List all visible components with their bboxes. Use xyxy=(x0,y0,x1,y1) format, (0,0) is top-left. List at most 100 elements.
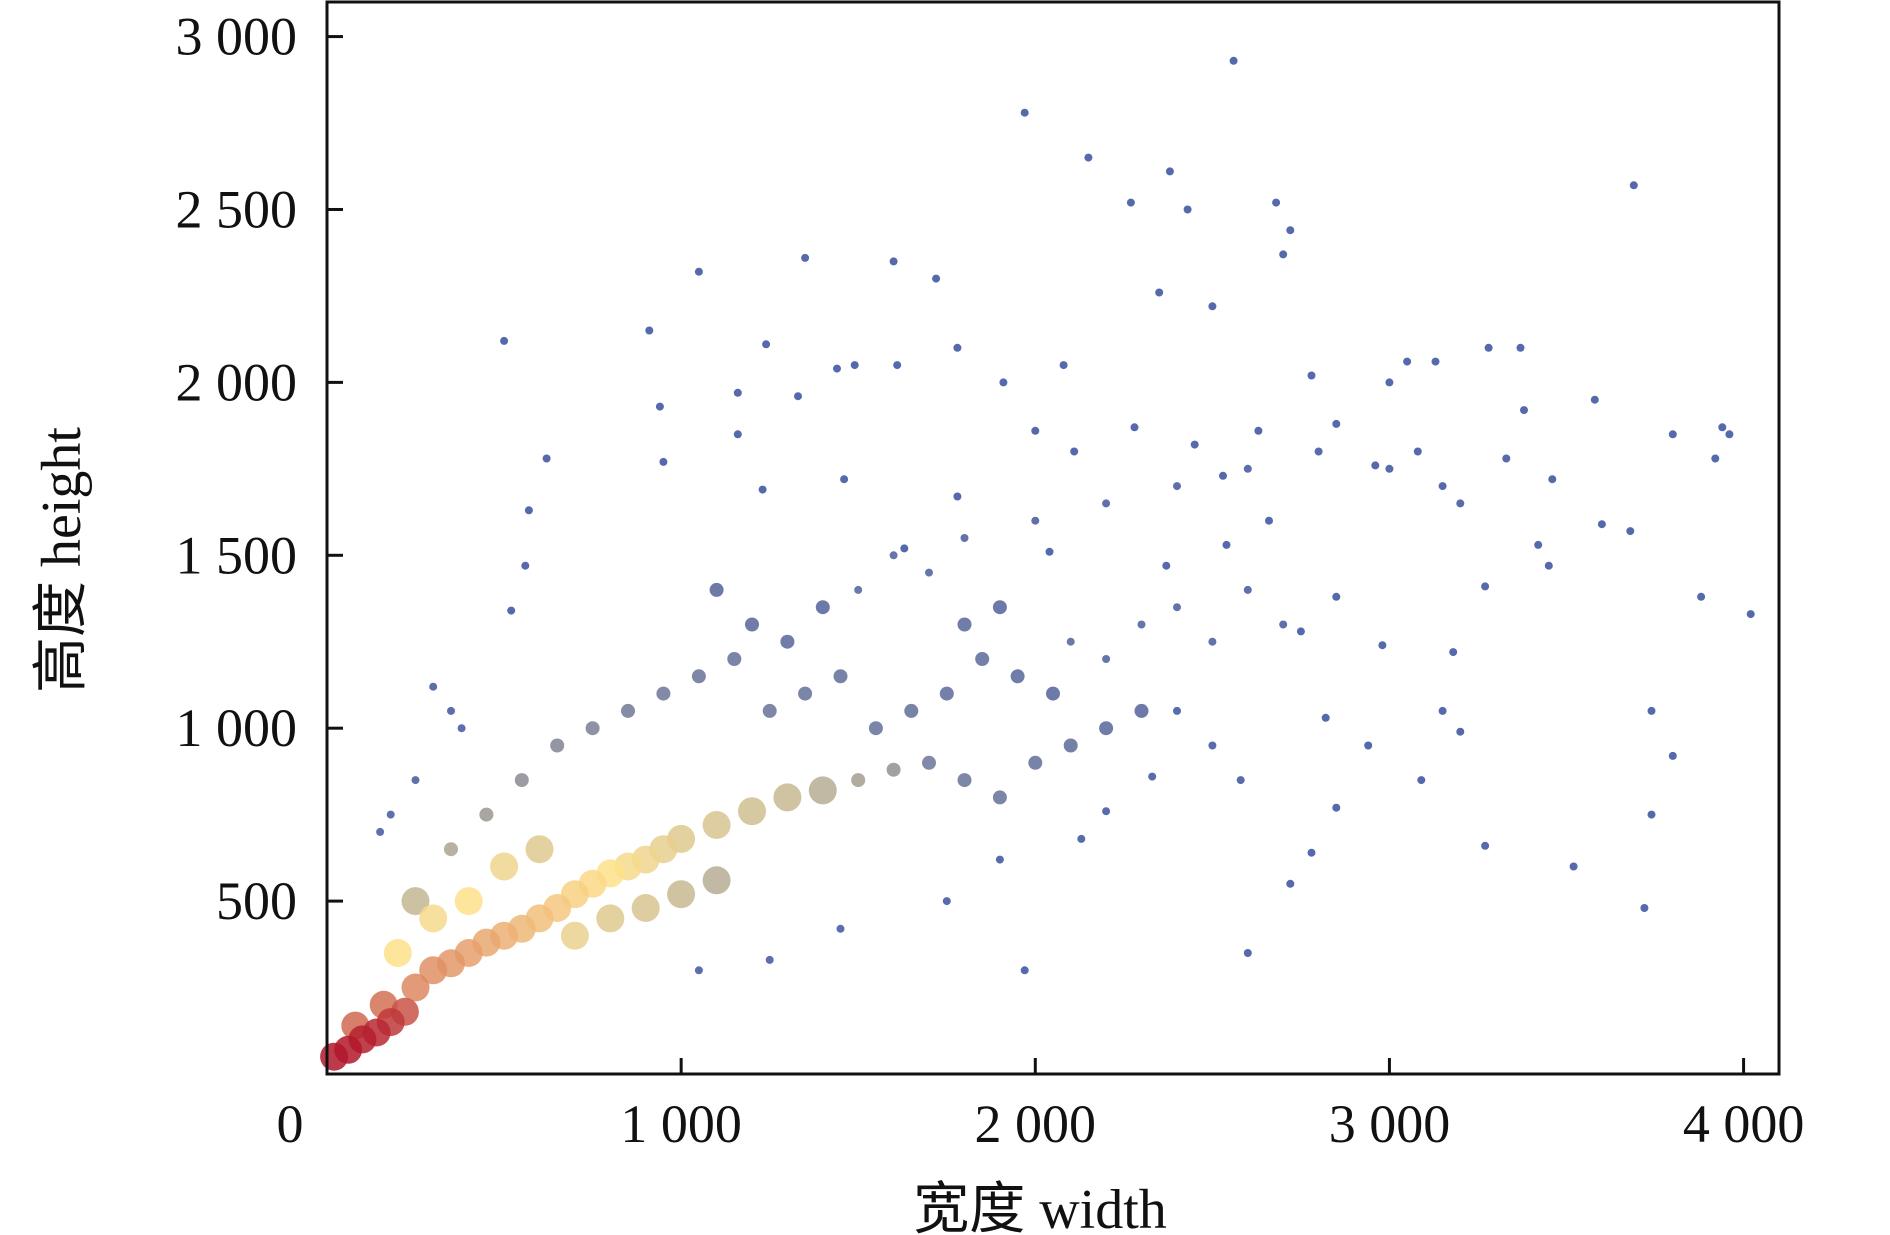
data-point xyxy=(1417,776,1426,785)
data-point xyxy=(1148,772,1157,781)
data-point xyxy=(1130,423,1139,432)
data-point xyxy=(1725,430,1734,439)
data-point xyxy=(1456,727,1465,736)
data-point xyxy=(1208,741,1217,750)
data-point xyxy=(1711,454,1720,463)
data-point xyxy=(1378,641,1387,650)
data-point xyxy=(702,811,731,839)
data-point xyxy=(1084,153,1093,162)
data-point xyxy=(1481,841,1490,850)
data-point xyxy=(1279,620,1288,629)
data-point xyxy=(1307,371,1316,380)
data-point xyxy=(1697,592,1706,601)
data-point xyxy=(1134,703,1149,718)
data-point xyxy=(1647,810,1656,819)
data-point xyxy=(992,790,1007,805)
data-point xyxy=(1668,430,1677,439)
data-point xyxy=(655,402,664,411)
data-point xyxy=(1066,637,1075,646)
data-point xyxy=(419,956,448,985)
data-point xyxy=(1481,582,1490,591)
data-point xyxy=(709,582,724,597)
data-point xyxy=(702,866,731,895)
data-point xyxy=(1279,250,1288,259)
data-point xyxy=(1456,499,1465,508)
data-point xyxy=(334,1035,363,1064)
data-point xyxy=(953,492,962,501)
data-point xyxy=(1020,966,1029,975)
data-point xyxy=(1332,803,1341,812)
data-point xyxy=(1208,302,1217,311)
data-point xyxy=(798,686,813,701)
data-point xyxy=(854,585,863,594)
data-point xyxy=(794,392,802,401)
data-point xyxy=(1173,482,1181,491)
data-point xyxy=(889,257,898,266)
data-point xyxy=(1272,198,1281,207)
data-point xyxy=(939,686,954,701)
data-point xyxy=(1155,288,1164,297)
data-point xyxy=(525,835,554,864)
data-point xyxy=(1236,776,1245,785)
x-tick-label: 2 000 xyxy=(975,1094,1097,1154)
data-point xyxy=(1569,862,1578,871)
data-point xyxy=(1077,834,1086,843)
x-tick-label: 4 000 xyxy=(1683,1094,1805,1154)
data-point xyxy=(1020,108,1029,117)
x-axis-title: 宽度 width xyxy=(913,1179,1167,1235)
data-point xyxy=(1028,755,1043,770)
data-point xyxy=(1548,475,1557,484)
data-point xyxy=(401,973,430,1002)
data-point xyxy=(585,721,600,736)
data-point xyxy=(1208,637,1217,646)
data-point xyxy=(1031,426,1040,435)
data-point xyxy=(659,457,668,466)
data-point xyxy=(1126,198,1135,207)
data-point xyxy=(957,773,972,788)
data-point xyxy=(1438,482,1447,491)
data-point xyxy=(1102,499,1111,508)
y-tick-label: 500 xyxy=(216,871,297,931)
data-point xyxy=(1286,226,1295,235)
data-point xyxy=(904,703,919,718)
data-point xyxy=(419,904,448,933)
data-point xyxy=(524,506,533,515)
data-point xyxy=(521,561,530,570)
y-tick-label: 3 000 xyxy=(176,7,298,67)
data-point xyxy=(960,534,969,542)
data-point xyxy=(1544,561,1553,570)
data-point xyxy=(727,652,742,666)
data-point xyxy=(900,544,909,553)
data-point xyxy=(1254,426,1263,435)
data-point xyxy=(780,634,795,649)
data-point xyxy=(1165,167,1174,176)
data-point xyxy=(447,706,455,715)
data-point xyxy=(738,797,766,826)
data-point xyxy=(1438,706,1447,715)
data-point xyxy=(992,600,1007,615)
data-point xyxy=(1385,464,1394,473)
data-point xyxy=(429,682,438,691)
data-point xyxy=(550,738,565,753)
data-point xyxy=(1099,721,1114,736)
data-point xyxy=(808,776,837,805)
data-point xyxy=(1162,561,1171,570)
data-point xyxy=(1534,540,1543,549)
data-point xyxy=(868,721,883,736)
data-point xyxy=(851,773,866,788)
data-point xyxy=(1286,879,1295,888)
data-point xyxy=(1484,343,1493,352)
data-point xyxy=(765,955,774,964)
data-point xyxy=(1321,713,1330,722)
data-point xyxy=(542,454,551,463)
data-point xyxy=(694,966,703,975)
data-point xyxy=(621,703,635,718)
data-point xyxy=(1183,205,1192,214)
data-point xyxy=(479,807,494,822)
data-point xyxy=(1718,423,1727,432)
data-point xyxy=(1046,686,1060,701)
data-point xyxy=(1307,848,1316,857)
y-tick-label: 2 000 xyxy=(176,352,298,412)
data-point xyxy=(889,551,898,560)
data-point xyxy=(745,617,759,632)
